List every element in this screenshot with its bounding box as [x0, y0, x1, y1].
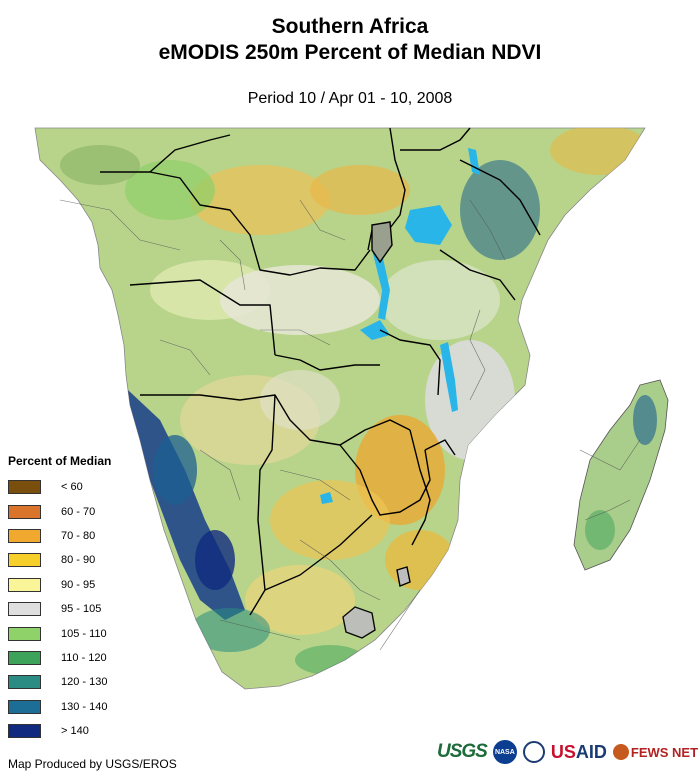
usaid-seal-icon [522, 741, 545, 763]
legend-item: 105 - 110 [8, 621, 111, 645]
legend-label: 130 - 140 [61, 700, 108, 713]
legend-item: > 140 [8, 719, 111, 743]
credit-text: Map Produced by USGS/EROS [8, 757, 177, 771]
map-subtitle: eMODIS 250m Percent of Median NDVI [158, 41, 542, 64]
usgs-logo: USGS [437, 741, 488, 762]
legend-label: 105 - 110 [61, 627, 107, 640]
legend-item: 95 - 105 [8, 597, 111, 621]
legend-swatch [8, 650, 41, 665]
legend-item: 60 - 70 [8, 499, 111, 523]
legend-label: 110 - 120 [61, 651, 107, 664]
legend-swatch [8, 504, 41, 519]
logo-strip: USGS NASA USAID FEWS NET [437, 740, 698, 764]
legend-title: Percent of Median [8, 454, 112, 468]
legend-label: 120 - 130 [61, 676, 108, 689]
legend-item: 110 - 120 [8, 646, 111, 670]
legend-label: 80 - 90 [61, 554, 96, 567]
legend-item: 120 - 130 [8, 670, 111, 694]
legend-swatch [8, 626, 41, 641]
fews-mark-icon [612, 744, 629, 760]
legend-label: < 60 [61, 481, 83, 494]
legend-rows: < 60 60 - 70 70 - 80 80 - 90 90 - 95 95 - 105… [8, 475, 111, 743]
fews-net-logo: FEWS NET [612, 744, 699, 760]
nasa-logo: NASA [492, 740, 517, 764]
legend-label: 90 - 95 [61, 578, 96, 591]
legend-label: 95 - 105 [61, 603, 102, 616]
legend-label: 70 - 80 [61, 529, 96, 542]
legend-swatch [8, 553, 41, 568]
legend-item: 80 - 90 [8, 548, 111, 572]
legend-item: 70 - 80 [8, 524, 111, 548]
legend-item: < 60 [8, 475, 111, 499]
legend-swatch [8, 480, 41, 495]
usaid-us: US [550, 741, 576, 762]
legend-label: > 140 [61, 725, 89, 738]
legend-swatch [8, 675, 41, 690]
legend-swatch [8, 699, 41, 714]
legend-label: 60 - 70 [61, 505, 96, 518]
usaid-aid: AID [575, 741, 607, 762]
legend-swatch [8, 577, 41, 592]
legend: Percent of Median < 60 60 - 70 70 - 80 80 -… [8, 454, 111, 743]
ndvi-map [34, 127, 669, 690]
fews-net-text: FEWS NET [630, 744, 699, 760]
legend-swatch [8, 602, 41, 617]
legend-item: 90 - 95 [8, 573, 111, 597]
legend-swatch [8, 724, 41, 739]
period-label: Period 10 / Apr 01 - 10, 2008 [247, 90, 453, 107]
legend-item: 130 - 140 [8, 695, 111, 719]
map-title: Southern Africa [271, 15, 429, 38]
usaid-logo: USAID [551, 742, 607, 763]
legend-swatch [8, 528, 41, 543]
